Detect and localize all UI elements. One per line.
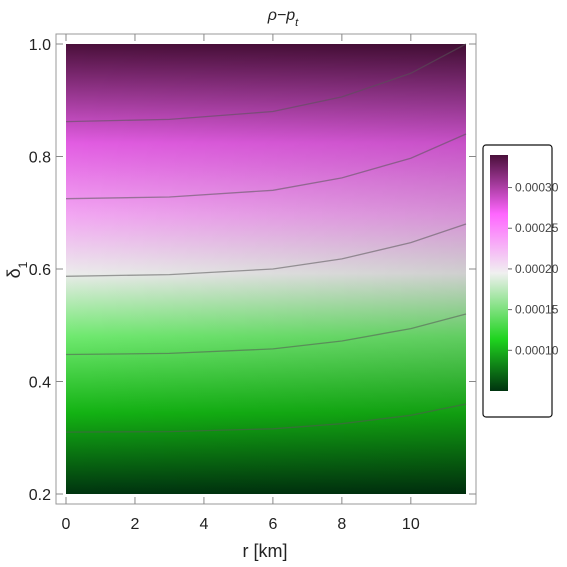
x-tick-label: 8 [337, 516, 346, 533]
colorbar-ticks: 0.00010 0.00015 0.00020 0.00025 0.00030 [508, 181, 559, 357]
chart-title: ρ−pt [267, 7, 299, 29]
y-axis: 0.2 0.4 0.6 0.8 1.0 [29, 37, 476, 504]
colorbar-tick-label: 0.00010 [515, 343, 559, 357]
x-axis: 0 2 4 6 8 10 [62, 34, 420, 533]
x-tick-label: 0 [62, 516, 71, 533]
colorbar-tick-label: 0.00025 [515, 221, 559, 235]
contour-line-3 [65, 223, 467, 277]
colorbar-tick-label: 0.00015 [515, 303, 559, 317]
colorbar-tick-label: 0.00030 [515, 181, 559, 195]
colorbar-tick-label: 0.00020 [515, 262, 559, 276]
colorbar-legend: 0.00010 0.00015 0.00020 0.00025 0.00030 [482, 144, 559, 418]
x-axis-label: r [km] [243, 541, 288, 561]
y-tick-label: 0.8 [29, 150, 51, 167]
x-tick-label: 6 [268, 516, 277, 533]
x-tick-label: 2 [131, 516, 140, 533]
y-tick-label: 0.2 [29, 487, 51, 504]
contour-line-5 [65, 43, 467, 123]
contour-line-2 [65, 313, 467, 356]
contour-line-4 [65, 133, 467, 200]
y-tick-label: 1.0 [29, 37, 51, 54]
y-axis-label: δ1 [4, 261, 30, 278]
colorbar-gradient [490, 155, 508, 391]
y-tick-label: 0.4 [29, 375, 51, 392]
contour-lines [65, 43, 467, 433]
contour-line-1 [65, 403, 467, 433]
y-tick-label: 0.6 [29, 262, 51, 279]
x-tick-label: 10 [402, 516, 420, 533]
x-tick-label: 4 [199, 516, 208, 533]
